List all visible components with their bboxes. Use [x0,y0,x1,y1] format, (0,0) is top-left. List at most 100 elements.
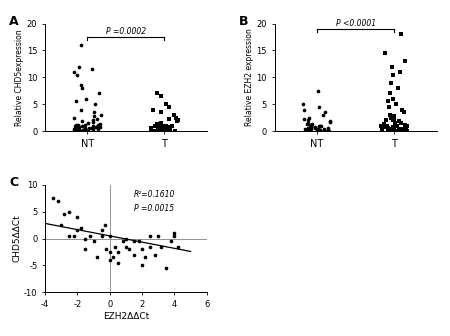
Point [50,196,57,201]
Point [404,128,411,133]
Point [148,127,155,133]
Point [61,212,68,217]
Point [158,120,165,126]
Point [398,128,405,133]
Point [391,128,398,133]
Point [162,126,170,131]
Text: P <0.0001: P <0.0001 [336,19,376,28]
Point [93,117,100,122]
Point [81,126,89,131]
Point [382,50,389,56]
Point [402,122,409,127]
Point [92,101,99,107]
Point [149,107,157,112]
Point [81,127,89,133]
Point [392,123,399,128]
Point [97,112,104,118]
Point [130,239,138,244]
Point [94,123,101,128]
Point [307,123,314,128]
Point [300,107,307,112]
Point [78,128,86,133]
Point [165,127,172,133]
Point [139,247,146,252]
Point [54,198,62,204]
Point [122,244,130,249]
Point [307,122,315,128]
Point [97,124,104,129]
Point [76,64,83,69]
Point [155,128,162,133]
Point [103,247,110,252]
Point [76,125,83,130]
Text: C: C [9,176,18,189]
Point [89,120,96,125]
Point [326,119,333,124]
Point [78,85,85,91]
Point [397,32,405,37]
Text: B: B [239,15,249,28]
Point [76,127,83,132]
Point [311,124,318,129]
Point [398,107,405,112]
Point [101,222,108,228]
Point [77,225,84,230]
Point [317,124,324,129]
Point [94,123,102,128]
Point [162,123,169,128]
Point [148,128,156,133]
Point [316,123,324,128]
Point [147,244,154,249]
Point [389,124,396,129]
Point [320,126,327,132]
Point [90,239,97,244]
Point [71,69,78,75]
Point [114,249,122,255]
Point [385,104,392,110]
Point [78,107,85,112]
Point [321,127,328,133]
Point [92,124,99,129]
Point [91,113,98,119]
Text: R²=0.1610: R²=0.1610 [134,190,176,199]
Point [390,113,397,119]
Point [151,252,158,257]
Point [174,244,181,249]
Point [106,233,113,239]
Point [155,127,162,132]
Point [80,127,87,133]
Point [72,128,80,133]
Point [161,128,168,133]
Point [89,118,96,123]
Point [72,123,80,128]
Point [312,126,319,131]
Point [93,255,100,260]
Point [73,72,81,77]
Point [106,257,113,263]
Text: A: A [9,15,19,28]
Point [163,126,171,132]
Point [313,127,320,133]
Point [154,125,162,130]
Point [155,233,162,239]
Point [173,119,180,124]
Point [172,115,179,120]
Point [387,112,394,118]
Point [382,118,390,123]
Point [74,228,81,233]
Point [71,123,78,128]
Point [79,119,86,124]
Point [162,101,170,107]
Point [171,230,178,236]
Point [403,123,410,128]
Point [316,123,323,128]
Point [166,124,173,129]
Point [305,127,312,132]
Point [155,122,162,127]
Point [389,96,396,101]
Point [300,117,307,122]
Point [150,128,158,133]
Point [71,126,78,132]
Point [162,128,169,133]
Point [385,126,392,131]
